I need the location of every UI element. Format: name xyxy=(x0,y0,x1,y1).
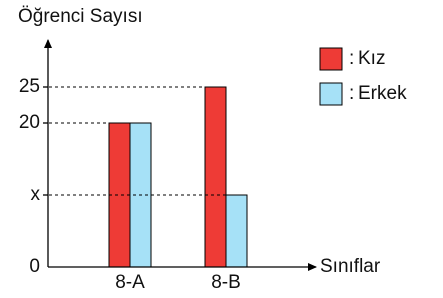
x-axis-title: Sınıflar xyxy=(320,256,381,277)
legend-colon: : xyxy=(349,83,354,104)
legend-swatch xyxy=(320,48,342,70)
plot xyxy=(43,87,247,267)
legend-colon: : xyxy=(349,48,354,69)
legend-label: Erkek xyxy=(358,83,407,104)
y-tick-label: 0 xyxy=(29,256,40,277)
x-tick-label: 8-B xyxy=(211,272,241,293)
legend-label: Kız xyxy=(358,48,385,69)
y-axis-title: Öğrenci Sayısı xyxy=(18,6,143,27)
bar xyxy=(226,195,247,267)
chart: Öğrenci Sayısı Sınıflar 8-A 8-B 0 x 20 25:Kız… xyxy=(0,0,443,298)
y-tick-label: 20 xyxy=(19,112,40,133)
y-tick-label: 25 xyxy=(19,76,40,97)
y-tick-label: x xyxy=(31,184,41,205)
page: Öğrenci Sayısı Sınıflar 8-A 8-B 0 x 20 25:Kız… xyxy=(0,0,443,298)
bar xyxy=(109,123,130,267)
bar xyxy=(205,87,226,267)
legend-swatch xyxy=(320,83,342,105)
x-tick-label: 8-A xyxy=(115,272,145,293)
